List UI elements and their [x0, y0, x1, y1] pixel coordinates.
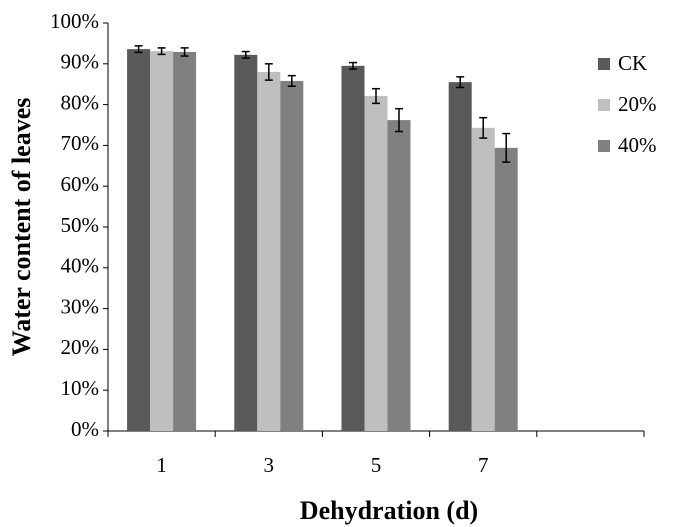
- legend-swatch: [598, 99, 610, 111]
- bar: [387, 120, 411, 431]
- y-tick-label: 0%: [71, 417, 99, 441]
- y-tick-label: 30%: [61, 294, 100, 318]
- legend-swatch: [598, 58, 610, 70]
- bar: [257, 71, 281, 432]
- bar: [448, 82, 472, 431]
- bar: [364, 96, 388, 432]
- legend-label: 20%: [618, 92, 657, 116]
- y-axis-title: Water content of leaves: [7, 98, 36, 357]
- y-tick-label: 10%: [61, 376, 100, 400]
- bar: [173, 51, 197, 432]
- bar: [280, 80, 304, 431]
- x-tick-label: 3: [264, 453, 275, 477]
- x-tick-label: 7: [478, 453, 489, 477]
- x-tick-label: 1: [156, 453, 167, 477]
- bar: [150, 51, 174, 431]
- bar: [341, 65, 365, 431]
- y-tick-label: 50%: [61, 213, 100, 237]
- y-tick-label: 40%: [61, 254, 100, 278]
- y-tick-label: 80%: [61, 90, 100, 114]
- x-axis-title: Dehydration (d): [300, 496, 478, 525]
- y-tick-label: 70%: [61, 131, 100, 155]
- bar: [471, 127, 495, 431]
- bar: [234, 54, 258, 431]
- bar: [127, 49, 151, 431]
- y-tick-label: 60%: [61, 172, 100, 196]
- y-tick-label: 100%: [50, 9, 99, 33]
- y-tick-label: 90%: [61, 50, 100, 74]
- legend-label: 40%: [618, 133, 657, 157]
- legend-label: CK: [618, 51, 647, 75]
- x-tick-label: 5: [371, 453, 382, 477]
- legend-swatch: [598, 140, 610, 152]
- bar: [494, 147, 518, 431]
- y-tick-label: 20%: [61, 335, 100, 359]
